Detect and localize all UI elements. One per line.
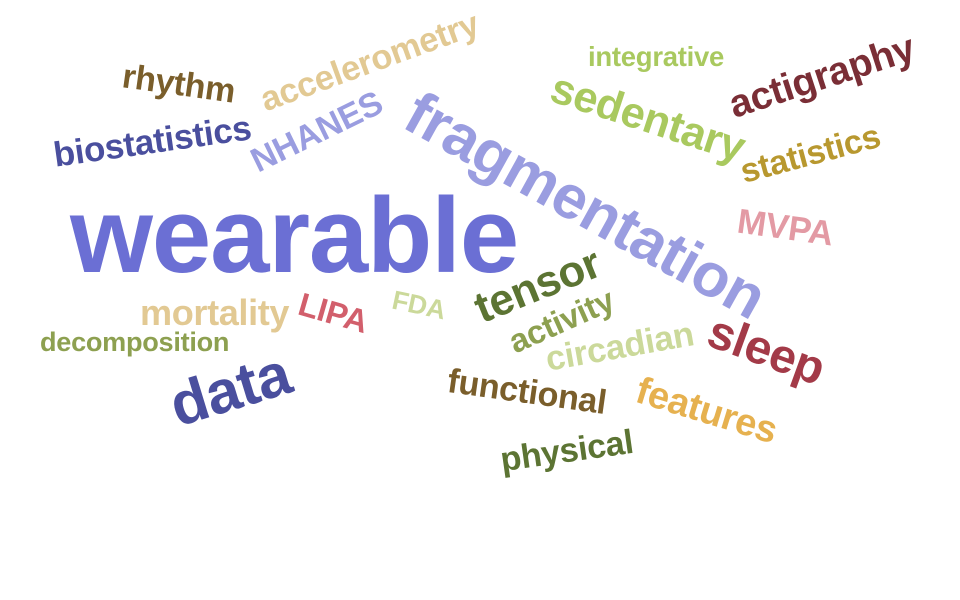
word-sleep: sleep [700, 304, 832, 396]
word-mvpa: MVPA [734, 201, 835, 254]
word-rhythm: rhythm [119, 57, 238, 111]
word-statistics: statistics [736, 117, 885, 191]
word-physical: physical [497, 422, 636, 480]
word-features: features [631, 369, 783, 453]
word-mortality: mortality [140, 292, 290, 333]
word-decomposition: decomposition [40, 326, 230, 357]
word-actigraphy: actigraphy [723, 25, 920, 127]
word-biostatistics: biostatistics [51, 107, 254, 175]
word-integrative: integrative [588, 41, 725, 72]
word-sedentary: sedentary [544, 63, 751, 172]
word-lipa: LIPA [294, 285, 372, 340]
word-wearable: wearable [70, 174, 519, 295]
